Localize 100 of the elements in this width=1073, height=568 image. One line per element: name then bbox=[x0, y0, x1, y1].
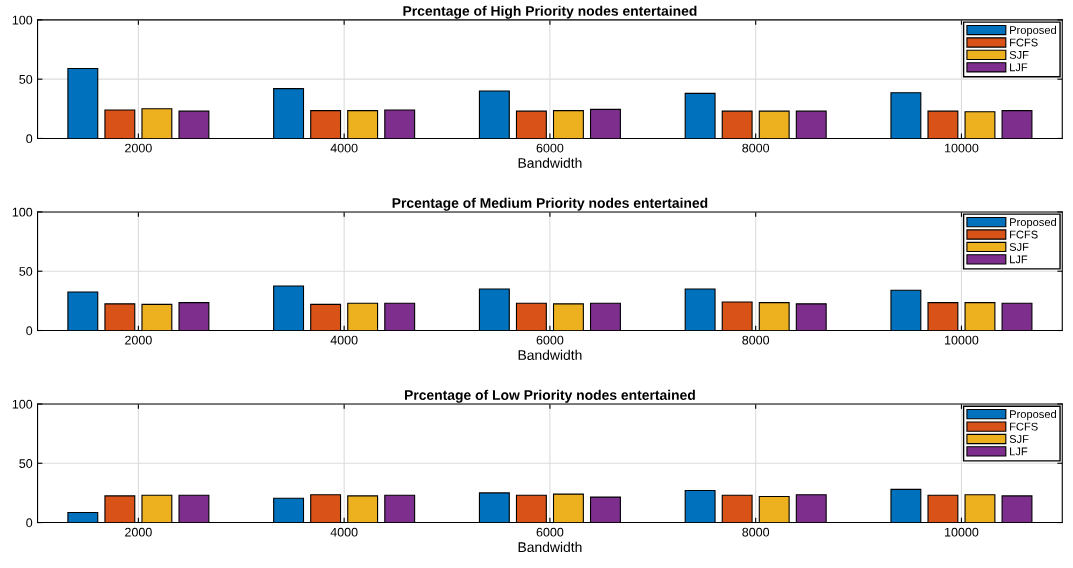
x-tick-label: 8000 bbox=[742, 143, 770, 153]
legend-label: SJF bbox=[1009, 243, 1029, 251]
bar bbox=[478, 288, 510, 331]
y-tick-label: 0 bbox=[26, 518, 33, 528]
bar bbox=[1001, 302, 1033, 331]
x-tick-label: 4000 bbox=[330, 335, 358, 345]
legend-label: LJF bbox=[1010, 447, 1028, 456]
x-axis-title: Bandwidth bbox=[518, 541, 582, 553]
bar bbox=[273, 497, 305, 523]
x-tick-label: 10000 bbox=[945, 335, 979, 345]
bar bbox=[1001, 110, 1033, 139]
bar bbox=[758, 495, 790, 523]
bar bbox=[478, 90, 510, 139]
bar bbox=[347, 495, 379, 523]
x-tick-label: 4000 bbox=[330, 527, 358, 537]
x-tick-label: 4000 bbox=[330, 143, 358, 153]
bar bbox=[964, 302, 996, 331]
bar bbox=[384, 494, 416, 523]
bar bbox=[478, 492, 510, 523]
bar bbox=[384, 109, 416, 139]
bar bbox=[964, 111, 996, 139]
chart-title: Prcentage of Medium Priority nodes entertained bbox=[392, 197, 708, 211]
bar bbox=[890, 289, 922, 331]
bar bbox=[310, 303, 342, 331]
y-tick-label: 100 bbox=[12, 207, 33, 217]
x-axis-title: Bandwidth bbox=[518, 349, 582, 360]
x-axis-title: Bandwidth bbox=[518, 157, 582, 168]
bar bbox=[347, 110, 379, 139]
y-tick-label: 0 bbox=[26, 134, 33, 144]
bar bbox=[141, 494, 173, 523]
bar bbox=[795, 494, 827, 523]
bar bbox=[273, 88, 305, 139]
bar bbox=[273, 285, 305, 331]
bar bbox=[890, 92, 922, 139]
bar bbox=[67, 511, 99, 523]
bar bbox=[721, 301, 753, 331]
bar bbox=[67, 67, 99, 139]
y-tick-label: 0 bbox=[26, 326, 33, 336]
x-tick-label: 8000 bbox=[742, 335, 770, 345]
chart-title: Prcentage of Low Priority nodes entertained bbox=[404, 389, 695, 403]
legend-label: LJF bbox=[1010, 63, 1028, 72]
bar bbox=[104, 109, 136, 139]
x-tick-label: 8000 bbox=[742, 527, 770, 537]
bar bbox=[589, 108, 621, 139]
legend-label: FCFS bbox=[1010, 422, 1038, 431]
y-tick-label: 100 bbox=[12, 399, 33, 409]
legend-label: Proposed bbox=[1010, 25, 1056, 37]
bar bbox=[758, 110, 790, 139]
legend-label: SJF bbox=[1009, 50, 1029, 59]
x-tick-label: 6000 bbox=[536, 527, 564, 537]
bar bbox=[310, 494, 342, 523]
x-tick-label: 2000 bbox=[125, 143, 152, 153]
bar bbox=[141, 303, 173, 331]
bar bbox=[310, 110, 342, 139]
x-tick-label: 2000 bbox=[125, 527, 152, 537]
bar bbox=[552, 303, 584, 331]
bar bbox=[758, 302, 790, 331]
legend-label: Proposed bbox=[1010, 409, 1056, 421]
bar bbox=[515, 110, 547, 139]
bar bbox=[515, 302, 547, 331]
bar bbox=[927, 494, 959, 523]
bar bbox=[178, 494, 210, 523]
x-tick-label: 6000 bbox=[536, 335, 564, 345]
bar bbox=[104, 303, 136, 331]
x-tick-label: 10000 bbox=[945, 527, 979, 537]
bar bbox=[178, 110, 210, 139]
legend-label: Proposed bbox=[1010, 217, 1056, 229]
bar bbox=[795, 110, 827, 139]
bar bbox=[1001, 495, 1033, 523]
bar bbox=[67, 291, 99, 331]
y-tick-label: 50 bbox=[19, 459, 33, 468]
bar bbox=[927, 110, 959, 139]
legend-label: FCFS bbox=[1010, 38, 1038, 47]
y-tick-label: 100 bbox=[12, 15, 33, 25]
bar bbox=[927, 302, 959, 331]
bar bbox=[890, 488, 922, 523]
y-tick-label: 50 bbox=[19, 74, 33, 84]
bar bbox=[552, 110, 584, 139]
x-tick-label: 2000 bbox=[125, 335, 152, 345]
legend-label: SJF bbox=[1009, 435, 1029, 443]
bar bbox=[684, 288, 716, 331]
chart-title: Prcentage of High Priority nodes entertained bbox=[403, 5, 697, 19]
bar bbox=[684, 92, 716, 139]
bar bbox=[684, 489, 716, 523]
bar bbox=[721, 110, 753, 139]
bar bbox=[384, 302, 416, 331]
x-tick-label: 6000 bbox=[536, 143, 564, 153]
bar bbox=[141, 108, 173, 139]
bar bbox=[795, 303, 827, 331]
bar bbox=[721, 494, 753, 523]
x-tick-label: 10000 bbox=[945, 143, 979, 153]
legend-label: LJF bbox=[1010, 255, 1028, 264]
bar bbox=[515, 494, 547, 523]
bar bbox=[104, 495, 136, 523]
legend-label: FCFS bbox=[1010, 230, 1038, 239]
y-tick-label: 50 bbox=[19, 267, 33, 276]
bar bbox=[589, 496, 621, 523]
bar bbox=[964, 494, 996, 523]
bar bbox=[552, 493, 584, 523]
bar bbox=[589, 302, 621, 331]
